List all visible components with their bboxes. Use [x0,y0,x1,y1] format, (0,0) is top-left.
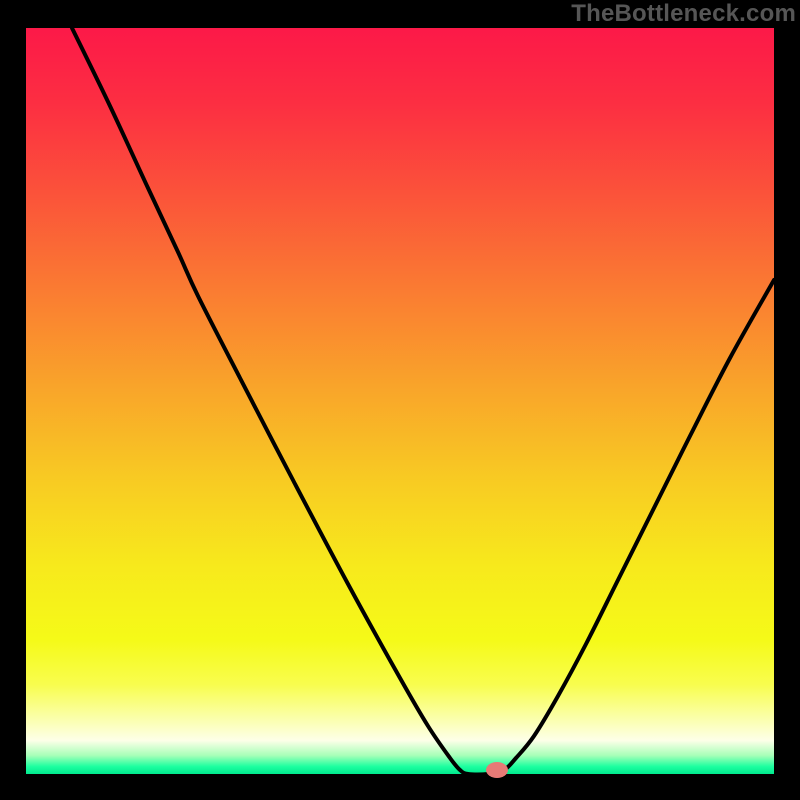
watermark-text: TheBottleneck.com [571,0,796,28]
optimum-marker [486,762,508,778]
bottleneck-chart [0,0,800,800]
chart-container: TheBottleneck.com [0,0,800,800]
chart-plot-area [26,28,774,774]
